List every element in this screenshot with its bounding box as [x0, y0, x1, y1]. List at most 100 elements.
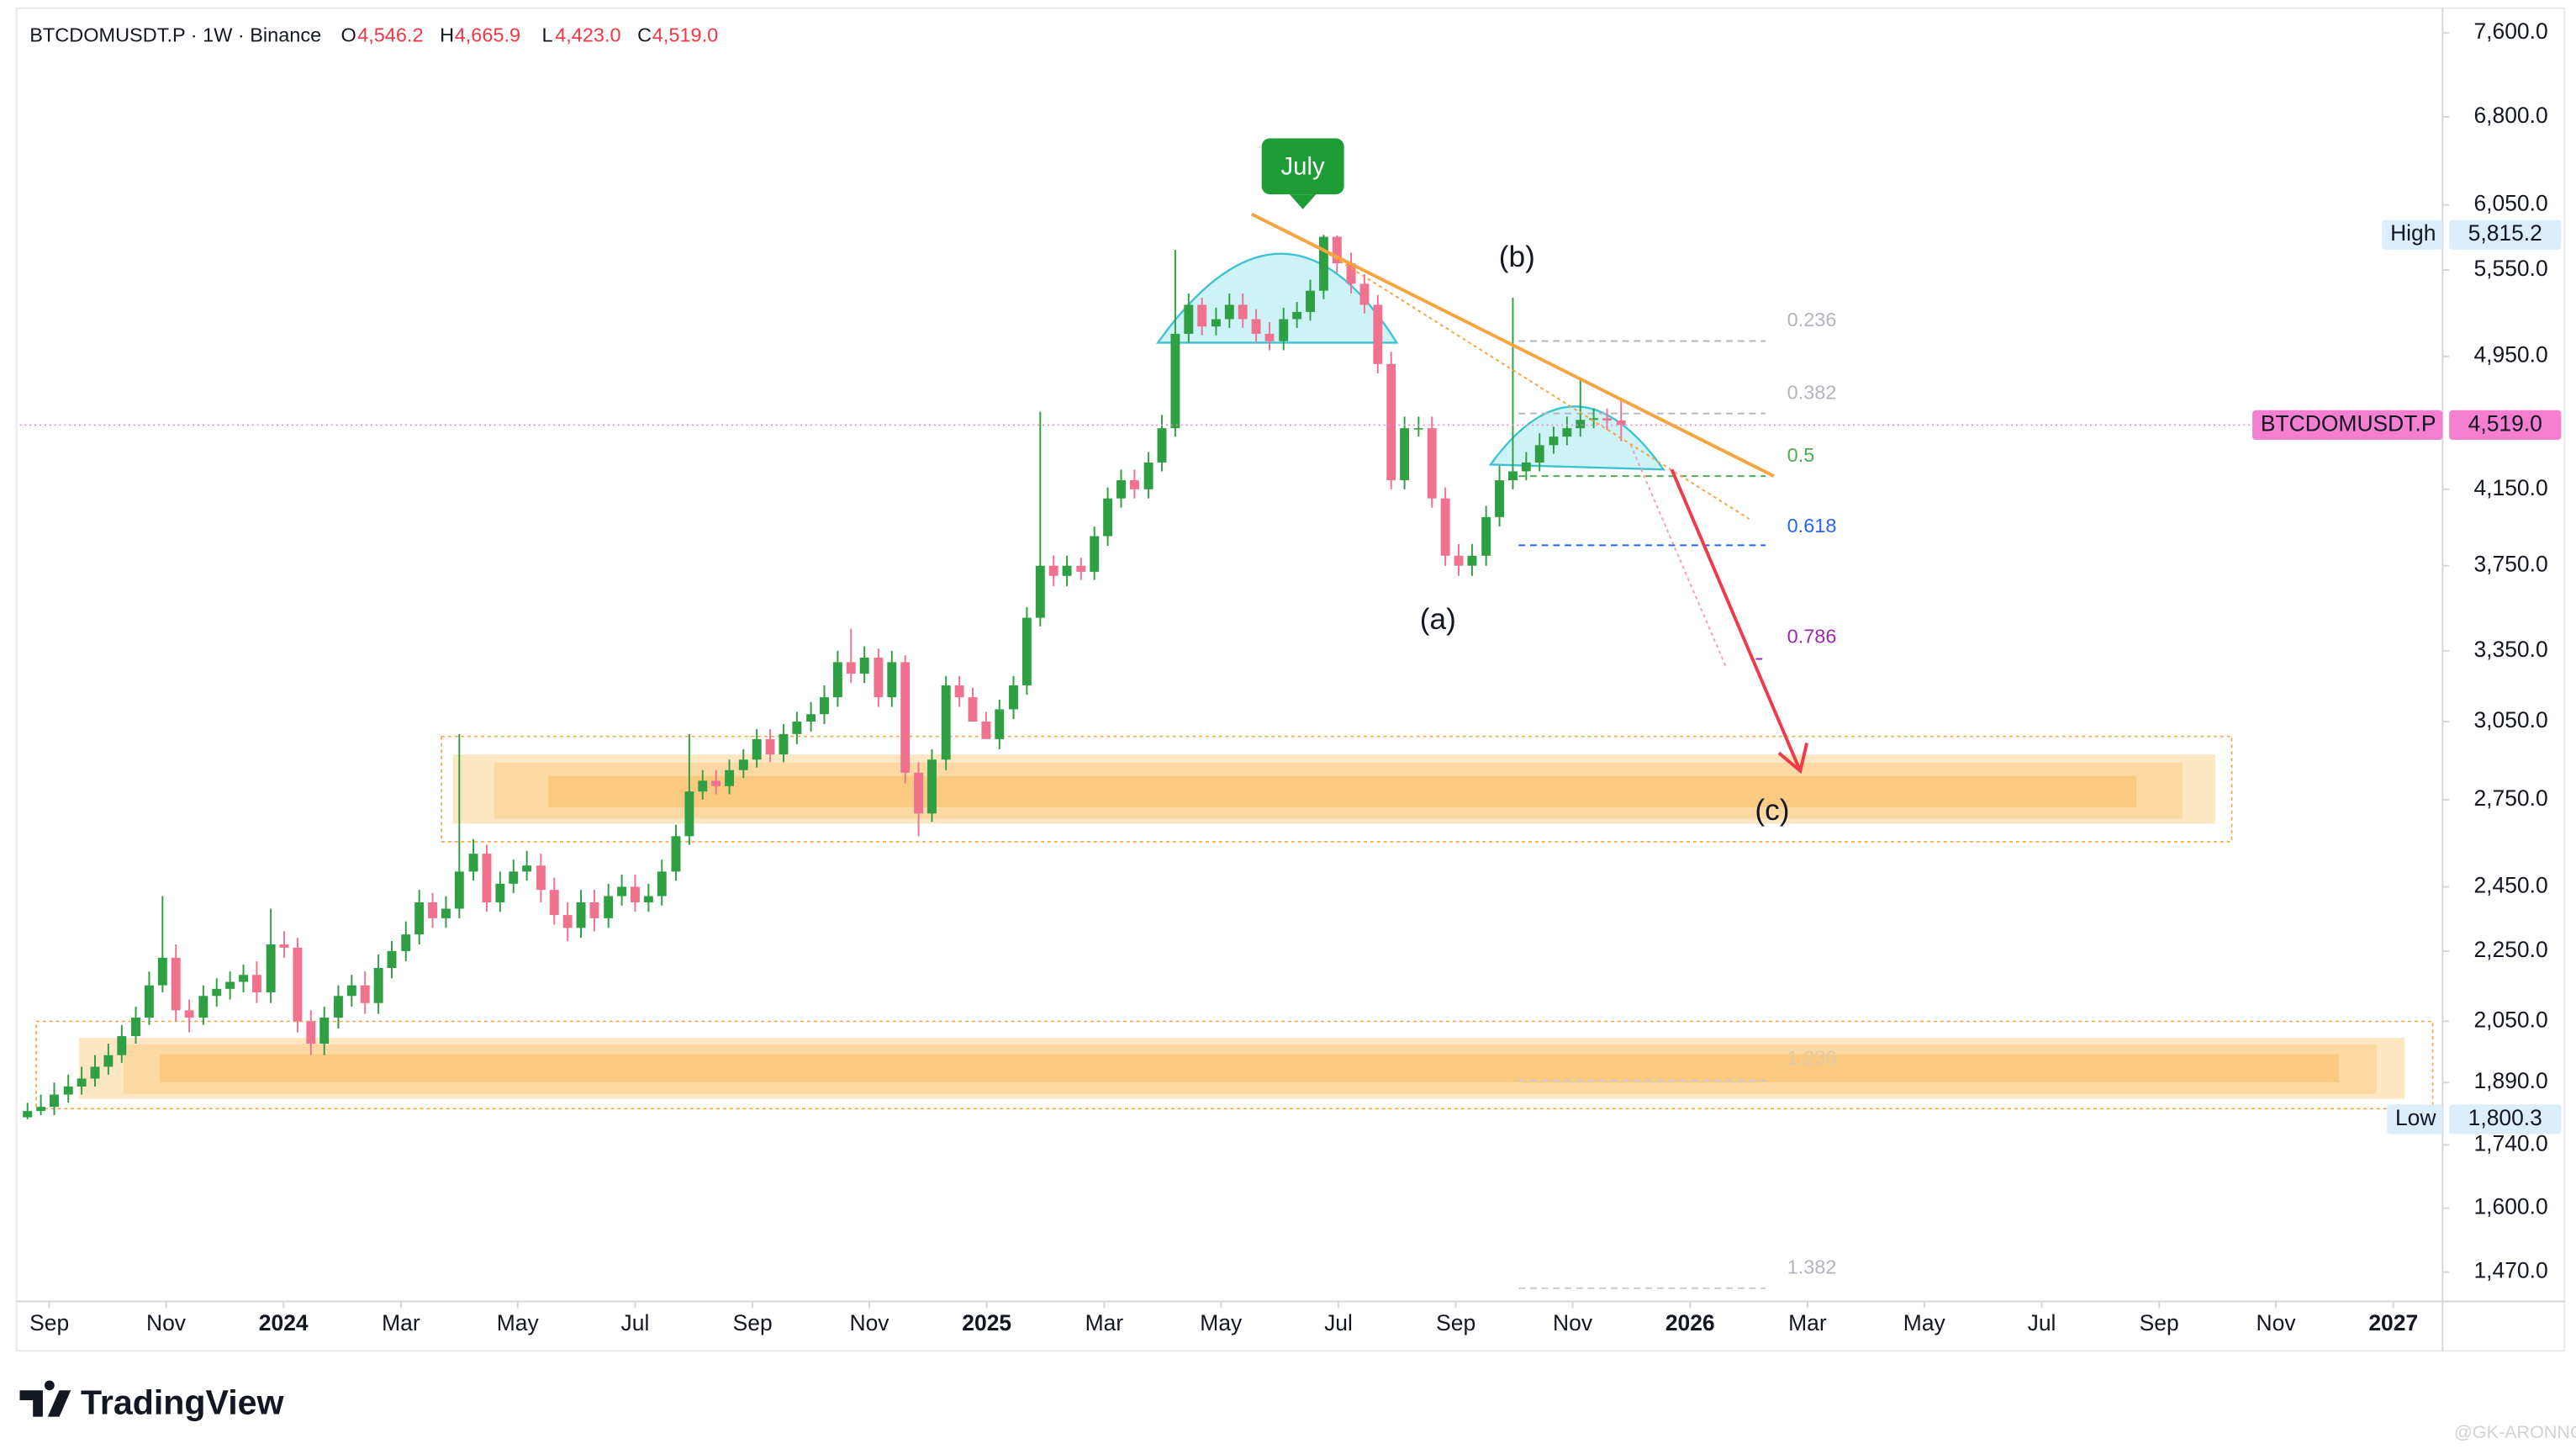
- candle-body: [454, 871, 464, 909]
- candle-body: [1440, 498, 1450, 556]
- ohlc-value: 4,665.9: [455, 24, 520, 45]
- candle-body: [562, 915, 573, 928]
- y-tick-label: 2,750.0: [2473, 785, 2547, 811]
- candle-body: [131, 1018, 140, 1037]
- candle-body: [1157, 428, 1167, 463]
- fib-label: 0.5: [1787, 444, 1815, 466]
- candle-body: [1481, 516, 1491, 556]
- candle-body: [63, 1087, 73, 1095]
- badge-pointer: [1289, 194, 1317, 209]
- candle-body: [954, 685, 964, 698]
- price-tag-label-box: [2382, 219, 2443, 250]
- july-badge: July: [1261, 138, 1344, 209]
- candle-body: [1521, 462, 1531, 472]
- x-tick-label: Nov: [2257, 1310, 2297, 1335]
- price-tag-label: BTCDOMUSDT.P: [2261, 410, 2436, 436]
- watermark: @GK-ARONNO: [2454, 1422, 2576, 1442]
- y-tick-label: 4,150.0: [2473, 475, 2547, 500]
- x-tick-label: 2026: [1665, 1310, 1715, 1335]
- candle-body: [319, 1018, 330, 1044]
- y-tick-label: 2,050.0: [2473, 1007, 2547, 1032]
- zone-outline: [35, 1020, 2434, 1110]
- candle-body: [698, 780, 708, 792]
- header: BTCDOMUSDT.P · 1W · Binance O 4,546.2 H …: [19, 16, 745, 53]
- candle-body: [1264, 333, 1275, 341]
- price-tag-box: [2449, 410, 2562, 441]
- ohlc-key: C: [637, 24, 652, 45]
- fib-label: 0.618: [1787, 515, 1837, 537]
- badge-box: [1261, 138, 1344, 195]
- candle-body: [536, 865, 546, 891]
- candle-body: [968, 697, 978, 722]
- ohlc-value: 4,519.0: [652, 24, 718, 45]
- support-zone: [35, 1020, 2434, 1110]
- candle-body: [859, 657, 869, 674]
- candle-body: [1170, 333, 1180, 429]
- candle-body: [1534, 445, 1544, 463]
- candle-body: [631, 886, 640, 902]
- candle-body: [171, 957, 181, 1011]
- candle-body: [1184, 304, 1194, 334]
- fib-label: 0.382: [1787, 381, 1837, 403]
- candle-body: [441, 908, 451, 918]
- wave-label: (a): [1420, 603, 1456, 636]
- price-tag-value: 5,815.2: [2468, 220, 2542, 246]
- candle-body: [617, 886, 627, 896]
- candle-body: [346, 985, 356, 997]
- ohlc-value: 4,423.0: [555, 24, 620, 45]
- candle-body: [1090, 536, 1100, 572]
- x-tick-label: Jul: [621, 1310, 650, 1335]
- price-tag-box: [2449, 219, 2562, 250]
- candle-body: [1373, 304, 1383, 364]
- candle-body: [1549, 436, 1559, 446]
- candle-body: [1035, 565, 1045, 618]
- x-tick-label: May: [497, 1310, 540, 1335]
- symbol: BTCDOMUSDT.P · 1W · Binance: [29, 24, 321, 45]
- logo-icon: [19, 1380, 71, 1417]
- candle-body: [157, 957, 167, 986]
- arrow-head: [1777, 742, 1809, 775]
- candle-body: [225, 981, 235, 989]
- x-tick-label: May: [1903, 1310, 1946, 1335]
- candle-body: [77, 1078, 87, 1087]
- candle-body: [725, 769, 735, 786]
- candle-body: [684, 791, 694, 837]
- candle-body: [1048, 565, 1058, 576]
- candle-body: [212, 988, 222, 997]
- candle-body: [671, 836, 681, 872]
- support-zone: [441, 735, 2233, 843]
- candle-body: [1507, 471, 1518, 481]
- candle-body: [428, 902, 438, 918]
- x-tick-label: Jul: [1324, 1310, 1353, 1335]
- candle-body: [604, 896, 614, 918]
- candle-body: [820, 697, 829, 715]
- x-tick-label: Sep: [29, 1310, 69, 1335]
- candle-body: [832, 662, 842, 698]
- candle-body: [1562, 428, 1572, 437]
- price-tag-label-box: [2252, 410, 2443, 441]
- logo: TradingView: [19, 1380, 285, 1422]
- candle-body: [103, 1055, 113, 1067]
- candle-body: [1009, 685, 1018, 710]
- candle-body: [1346, 263, 1356, 284]
- fib-label: 0.236: [1787, 309, 1837, 331]
- candle-body: [1427, 428, 1437, 499]
- x-tick-label: Sep: [2140, 1310, 2179, 1335]
- candle-body: [482, 854, 492, 902]
- candle-body: [1454, 555, 1464, 566]
- candle-body: [1602, 418, 1612, 421]
- x-tick-label: 2027: [2368, 1310, 2418, 1335]
- candle-body: [779, 733, 789, 755]
- price-tag-label: Low: [2395, 1105, 2436, 1130]
- candle-body: [1021, 617, 1032, 685]
- x-tick-label: Jul: [2028, 1310, 2056, 1335]
- candle-body: [266, 944, 276, 993]
- y-tick-label: 7,600.0: [2473, 19, 2547, 44]
- candle-body: [251, 975, 261, 993]
- candle-body: [401, 934, 411, 951]
- candle-body: [806, 714, 816, 722]
- candle-body: [239, 975, 248, 982]
- candle-body: [792, 722, 802, 734]
- candle-body: [1400, 428, 1410, 481]
